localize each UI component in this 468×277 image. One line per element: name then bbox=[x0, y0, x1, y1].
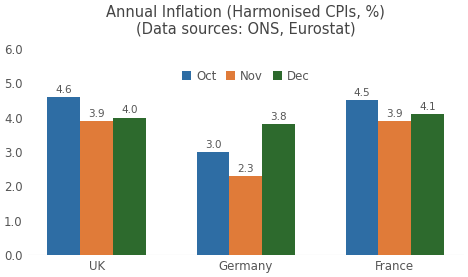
Text: 3.8: 3.8 bbox=[270, 112, 287, 122]
Legend: Oct, Nov, Dec: Oct, Nov, Dec bbox=[177, 65, 314, 87]
Text: 4.0: 4.0 bbox=[121, 106, 138, 116]
Bar bbox=[113, 117, 146, 255]
Text: 3.9: 3.9 bbox=[88, 109, 105, 119]
Bar bbox=[80, 121, 113, 255]
Text: 4.5: 4.5 bbox=[354, 88, 370, 98]
Text: 3.0: 3.0 bbox=[205, 140, 221, 150]
Text: 2.3: 2.3 bbox=[237, 164, 254, 174]
Text: 4.6: 4.6 bbox=[56, 85, 72, 95]
Bar bbox=[346, 100, 379, 255]
Bar bbox=[262, 124, 295, 255]
Bar bbox=[197, 152, 229, 255]
Text: 3.9: 3.9 bbox=[387, 109, 403, 119]
Bar bbox=[379, 121, 411, 255]
Bar bbox=[47, 97, 80, 255]
Bar bbox=[229, 176, 262, 255]
Title: Annual Inflation (Harmonised CPIs, %)
(Data sources: ONS, Eurostat): Annual Inflation (Harmonised CPIs, %) (D… bbox=[106, 4, 385, 37]
Bar bbox=[411, 114, 444, 255]
Text: 4.1: 4.1 bbox=[419, 102, 436, 112]
